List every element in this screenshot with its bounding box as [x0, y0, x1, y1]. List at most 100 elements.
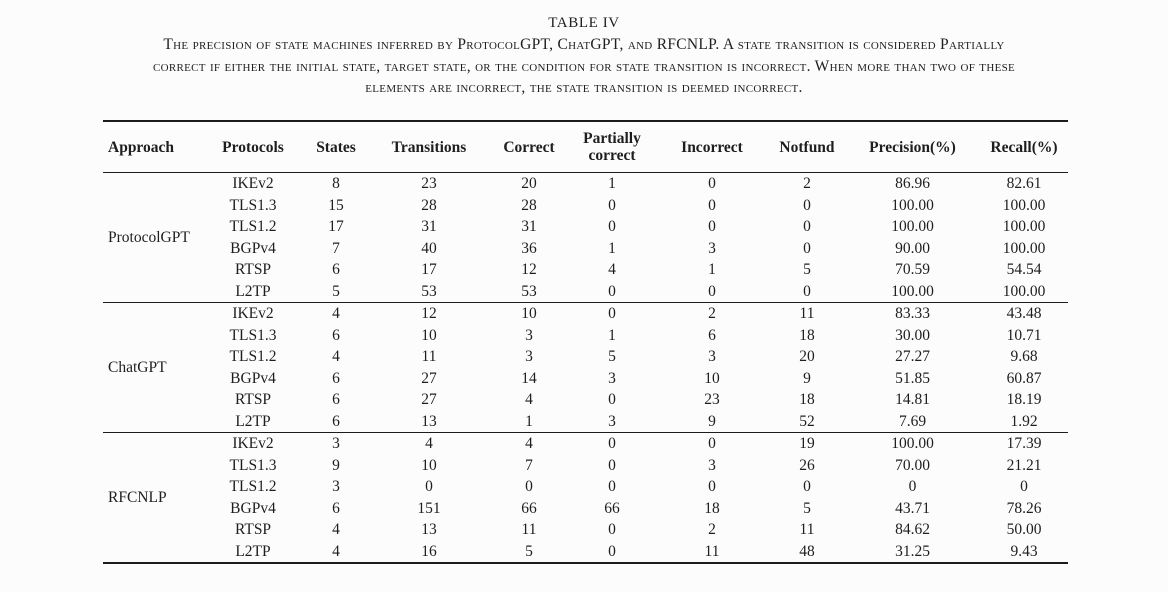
header-row: Approach Protocols States Transitions Correc… — [103, 121, 1068, 173]
cell-incorrect: 10 — [704, 369, 720, 387]
cell-incorrect: 0 — [708, 282, 716, 300]
cell-precision: 0 — [908, 478, 917, 495]
table-row: TLS1.3 6 10 3 1 6 18 30.00 10.71 — [103, 325, 1068, 347]
cell-states: 15 — [328, 196, 344, 214]
caption-line-1: The precision of state machines inferred… — [163, 36, 1005, 53]
cell-recall: 54.54 — [1006, 261, 1042, 278]
table-row: RFCNLP IKEv2 3 4 4 0 0 19 100.00 17.39 — [103, 433, 1068, 506]
cell-partially: 0 — [608, 435, 616, 452]
cell-correct: 10 — [521, 305, 537, 322]
column-header-precision: Precision(%) — [869, 138, 956, 156]
cell-precision: 70.00 — [895, 456, 930, 474]
cell-states: 8 — [332, 175, 340, 192]
cell-transitions: 53 — [421, 282, 437, 300]
cell-partially: 0 — [608, 218, 616, 235]
table-row: L2TP 6 13 1 3 9 52 7.69 1.92 — [103, 411, 1068, 433]
column-header-approach: Approach — [108, 138, 175, 156]
cell-partially: 0 — [608, 456, 616, 474]
table-row: TLS1.2 17 31 31 0 0 0 100.00 100.00 — [103, 216, 1068, 238]
cell-notfund: 9 — [803, 369, 811, 387]
cell-protocol: L2TP — [235, 282, 271, 300]
cell-partially: 0 — [608, 282, 616, 300]
cell-transitions: 10 — [421, 326, 437, 344]
cell-protocol: L2TP — [235, 542, 271, 560]
cell-protocol: TLS1.2 — [229, 348, 277, 365]
cell-incorrect: 18 — [704, 499, 720, 517]
cell-recall: 82.61 — [1006, 175, 1042, 192]
cell-states: 4 — [332, 542, 340, 560]
cell-precision: 90.00 — [895, 239, 930, 257]
table-row: TLS1.2 3 0 0 0 0 0 0 0 — [103, 476, 1068, 498]
cell-correct: 28 — [521, 196, 537, 214]
cell-precision: 14.81 — [895, 391, 930, 408]
cell-transitions: 13 — [421, 521, 437, 538]
cell-precision: 83.33 — [895, 305, 930, 322]
cell-incorrect: 2 — [708, 521, 716, 538]
cell-correct: 31 — [521, 218, 537, 235]
cell-correct: 12 — [521, 261, 537, 278]
cell-protocol: IKEv2 — [232, 435, 274, 452]
cell-protocol: IKEv2 — [232, 305, 274, 322]
cell-precision: 51.85 — [895, 369, 930, 387]
cell-incorrect: 6 — [708, 326, 716, 344]
table-row: TLS1.3 9 10 7 0 3 26 70.00 21.21 — [103, 455, 1068, 477]
cell-states: 6 — [332, 326, 340, 344]
cell-correct: 53 — [521, 282, 537, 300]
cell-precision: 7.69 — [898, 412, 927, 430]
cell-correct: 66 — [521, 499, 537, 517]
cell-correct: 36 — [521, 239, 537, 257]
cell-correct: 3 — [525, 348, 533, 365]
cell-notfund: 52 — [799, 412, 815, 430]
column-header-partially: Partially correct — [583, 130, 641, 164]
cell-recall: 78.26 — [1006, 499, 1042, 517]
cell-notfund: 18 — [799, 326, 815, 344]
cell-protocol: BGPv4 — [230, 239, 276, 257]
table-row: BGPv4 7 40 36 1 3 0 90.00 100.00 — [103, 238, 1068, 260]
cell-notfund: 5 — [803, 499, 811, 517]
cell-protocol: TLS1.3 — [229, 456, 277, 474]
cell-notfund: 19 — [799, 435, 815, 452]
cell-partially: 5 — [608, 348, 616, 365]
cell-notfund: 11 — [799, 305, 815, 322]
cell-notfund: 0 — [803, 196, 811, 214]
cell-transitions: 11 — [421, 348, 437, 365]
cell-transitions: 23 — [421, 175, 437, 192]
table-row: RTSP 6 17 12 4 1 5 70.59 54.54 — [103, 259, 1068, 281]
cell-recall: 100.00 — [1002, 196, 1046, 214]
cell-transitions: 27 — [421, 391, 437, 408]
cell-correct: 0 — [525, 478, 533, 495]
cell-transitions: 17 — [421, 261, 437, 278]
cell-correct: 5 — [525, 542, 533, 560]
group-protocolgpt: ProtocolGPT IKEv2 8 23 20 1 0 2 86.96 82.61 TLS1.3… — [103, 173, 1068, 303]
cell-protocol: RTSP — [234, 391, 272, 408]
table-caption: TABLE IV The precision of state machines… — [0, 0, 1168, 99]
cell-states: 6 — [332, 412, 340, 430]
cell-transitions: 40 — [421, 239, 437, 257]
caption-line-3: elements are incorrect, the state transi… — [365, 79, 803, 96]
cell-precision: 31.25 — [895, 542, 930, 560]
table-row: TLS1.3 15 28 28 0 0 0 100.00 100.00 — [103, 195, 1068, 217]
cell-partially: 3 — [608, 412, 616, 430]
cell-notfund: 18 — [799, 391, 815, 408]
cell-incorrect: 3 — [708, 456, 716, 474]
cell-incorrect: 2 — [708, 305, 716, 322]
cell-recall: 9.43 — [1010, 542, 1038, 560]
cell-protocol: RTSP — [234, 261, 272, 278]
cell-transitions: 0 — [425, 478, 433, 495]
cell-transitions: 27 — [421, 369, 437, 387]
cell-states: 17 — [328, 218, 344, 235]
cell-precision: 43.71 — [895, 499, 930, 517]
cell-states: 7 — [332, 239, 340, 257]
cell-protocol: TLS1.3 — [229, 326, 277, 344]
cell-incorrect: 3 — [708, 348, 716, 365]
table-row: BGPv4 6 27 14 3 10 9 51.85 60.87 — [103, 368, 1068, 390]
column-header-transitions: Transitions — [391, 138, 467, 156]
cell-states: 4 — [332, 521, 340, 538]
cell-precision: 27.27 — [895, 348, 930, 365]
cell-incorrect: 1 — [708, 261, 716, 278]
cell-partially: 3 — [608, 369, 616, 387]
table-number: TABLE IV — [548, 15, 620, 31]
cell-partially: 0 — [608, 478, 616, 495]
cell-recall: 18.19 — [1006, 391, 1042, 408]
